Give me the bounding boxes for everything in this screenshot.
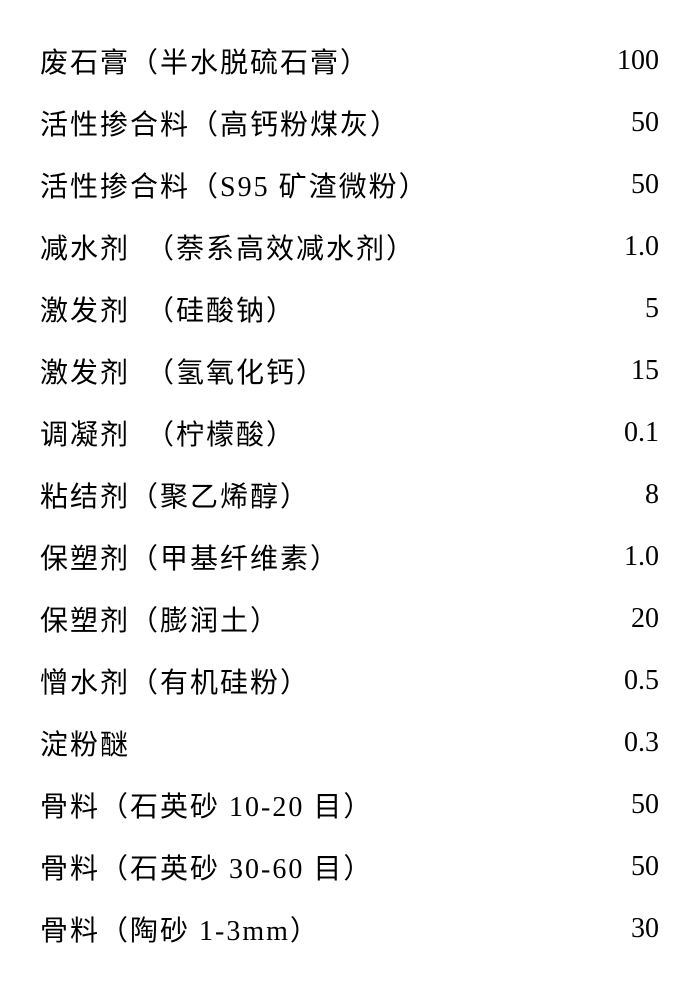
material-value: 100 bbox=[579, 45, 659, 77]
table-row: 保塑剂（膨润土） 20 bbox=[40, 588, 659, 650]
material-label: 活性掺合料（高钙粉煤灰） bbox=[40, 103, 579, 143]
table-row: 调凝剂 （柠檬酸） 0.1 bbox=[40, 402, 659, 464]
material-label: 废石膏（半水脱硫石膏） bbox=[40, 41, 579, 81]
material-value: 1.0 bbox=[579, 231, 659, 263]
table-row: 骨料（石英砂 10-20 目） 50 bbox=[40, 774, 659, 836]
material-label: 骨料（石英砂 10-20 目） bbox=[40, 785, 579, 825]
table-row: 保塑剂（甲基纤维素） 1.0 bbox=[40, 526, 659, 588]
table-row: 废石膏（半水脱硫石膏） 100 bbox=[40, 30, 659, 92]
material-label: 骨料（陶砂 1-3mm） bbox=[40, 909, 579, 949]
material-label: 激发剂 （氢氧化钙） bbox=[40, 351, 579, 391]
material-label: 保塑剂（膨润土） bbox=[40, 599, 579, 639]
material-label: 减水剂 （萘系高效减水剂） bbox=[40, 227, 579, 267]
material-value: 0.5 bbox=[579, 665, 659, 697]
material-label: 活性掺合料（S95 矿渣微粉） bbox=[40, 165, 579, 205]
material-value: 5 bbox=[579, 293, 659, 325]
material-value: 50 bbox=[579, 851, 659, 883]
material-label: 骨料（石英砂 30-60 目） bbox=[40, 847, 579, 887]
material-value: 50 bbox=[579, 107, 659, 139]
material-value: 50 bbox=[579, 169, 659, 201]
material-value: 30 bbox=[579, 913, 659, 945]
material-list: 废石膏（半水脱硫石膏） 100 活性掺合料（高钙粉煤灰） 50 活性掺合料（S9… bbox=[40, 30, 659, 960]
table-row: 骨料（石英砂 30-60 目） 50 bbox=[40, 836, 659, 898]
material-label: 粘结剂（聚乙烯醇） bbox=[40, 475, 579, 515]
material-value: 0.3 bbox=[579, 727, 659, 759]
table-row: 淀粉醚 0.3 bbox=[40, 712, 659, 774]
material-value: 50 bbox=[579, 789, 659, 821]
table-row: 憎水剂（有机硅粉） 0.5 bbox=[40, 650, 659, 712]
table-row: 活性掺合料（S95 矿渣微粉） 50 bbox=[40, 154, 659, 216]
table-row: 骨料（陶砂 1-3mm） 30 bbox=[40, 898, 659, 960]
table-row: 激发剂 （硅酸钠） 5 bbox=[40, 278, 659, 340]
material-value: 8 bbox=[579, 479, 659, 511]
table-row: 减水剂 （萘系高效减水剂） 1.0 bbox=[40, 216, 659, 278]
material-label: 激发剂 （硅酸钠） bbox=[40, 289, 579, 329]
material-label: 调凝剂 （柠檬酸） bbox=[40, 413, 579, 453]
material-value: 15 bbox=[579, 355, 659, 387]
material-label: 憎水剂（有机硅粉） bbox=[40, 661, 579, 701]
material-value: 0.1 bbox=[579, 417, 659, 449]
table-row: 激发剂 （氢氧化钙） 15 bbox=[40, 340, 659, 402]
table-row: 粘结剂（聚乙烯醇） 8 bbox=[40, 464, 659, 526]
material-label: 保塑剂（甲基纤维素） bbox=[40, 537, 579, 577]
table-row: 活性掺合料（高钙粉煤灰） 50 bbox=[40, 92, 659, 154]
material-value: 20 bbox=[579, 603, 659, 635]
material-value: 1.0 bbox=[579, 541, 659, 573]
material-label: 淀粉醚 bbox=[40, 723, 579, 763]
